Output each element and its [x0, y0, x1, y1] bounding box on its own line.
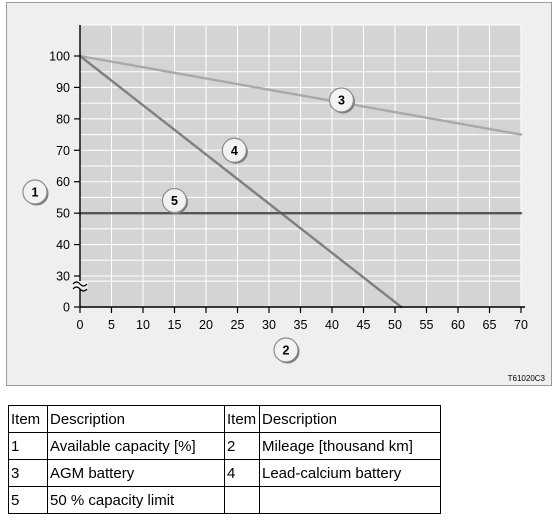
- callout-label: 3: [338, 94, 345, 108]
- callout-label: 5: [171, 194, 178, 208]
- chart-svg: 0 5 10 15 20 25 30 35 40 45 50 55 60 65 70030405060708…: [22, 24, 546, 383]
- legend-cell: [224, 486, 260, 514]
- legend-cell: Mileage [thousand km]: [259, 432, 441, 460]
- image-code: T61020C3: [508, 374, 546, 383]
- callout-marker-1: 1: [22, 179, 49, 206]
- series-line-4: [78, 54, 403, 309]
- x-tick-label: 70: [514, 318, 528, 332]
- series-line-3: [78, 54, 523, 136]
- legend-cell: 2: [224, 432, 260, 460]
- legend-cell: 5: [8, 486, 48, 514]
- callout-label: 4: [231, 144, 238, 158]
- legend-cell: 50 % capacity limit: [47, 486, 225, 514]
- y-tick-label: 90: [56, 81, 70, 95]
- y-tick-label: 100: [49, 50, 70, 64]
- y-tick-label: 30: [56, 270, 70, 284]
- legend-header-row: Item Description Item Description: [8, 405, 441, 433]
- x-tick-label: 15: [168, 318, 182, 332]
- legend-header-cell: Description: [47, 405, 225, 433]
- callout-circle: [273, 337, 299, 363]
- callout-marker-4: 4: [221, 137, 248, 164]
- x-tick-label: 5: [108, 318, 115, 332]
- chart-figure: 0 5 10 15 20 25 30 35 40 45 50 55 60 65 70 0 30 40 50 60 70 8…: [6, 2, 552, 386]
- legend-cell: 4: [224, 459, 260, 487]
- axis-break-gap: [72, 281, 88, 289]
- x-tick-label: 45: [357, 318, 371, 332]
- x-tick-label: 55: [420, 318, 434, 332]
- callout-label: 2: [283, 344, 290, 358]
- legend-row: 3 AGM battery 4 Lead-calcium battery: [8, 459, 441, 487]
- legend-table: Item Description Item Description 1 Available…: [8, 405, 441, 514]
- legend-cell: [259, 486, 441, 514]
- callout-marker-5: 5: [161, 187, 188, 215]
- callout-circle: [161, 187, 188, 214]
- callout-label: 1: [32, 186, 39, 200]
- x-tick-label: 10: [136, 318, 150, 332]
- legend-cell: Lead-calcium battery: [259, 459, 441, 487]
- axis-break-mark: [72, 281, 88, 287]
- callout-marker-2: 2: [273, 337, 300, 364]
- callout-circle: [22, 179, 48, 205]
- y-tick-label: 60: [56, 175, 70, 189]
- legend-cell: 1: [8, 432, 48, 460]
- legend-row: 5 50 % capacity limit: [8, 486, 441, 514]
- x-tick-label: 65: [483, 318, 497, 332]
- y-tick-label: 70: [56, 144, 70, 158]
- legend-header-cell: Description: [259, 405, 441, 433]
- x-tick-label: 0: [77, 318, 84, 332]
- x-tick-label: 35: [294, 318, 308, 332]
- legend-cell: 3: [8, 459, 48, 487]
- callout-circle: [221, 137, 247, 163]
- x-tick-label: 20: [199, 318, 213, 332]
- legend-cell: AGM battery: [47, 459, 225, 487]
- y-tick-label: 40: [56, 238, 70, 252]
- legend-row: 1 Available capacity [%] 2 Mileage [thousan…: [8, 432, 441, 460]
- axis-break-mark: [72, 286, 88, 292]
- callout-circle: [328, 87, 355, 113]
- y-tick-label: 0: [63, 301, 70, 315]
- legend-header-cell: Item: [224, 405, 260, 433]
- legend-header-cell: Item: [8, 405, 48, 433]
- x-tick-label: 50: [388, 318, 402, 332]
- y-tick-label: 80: [56, 112, 70, 126]
- callout-marker-3: 3: [328, 87, 355, 114]
- y-tick-label: 50: [56, 207, 70, 221]
- legend-cell: Available capacity [%]: [47, 432, 225, 460]
- x-tick-label: 40: [325, 318, 339, 332]
- x-tick-label: 30: [262, 318, 276, 332]
- x-tick-label: 25: [231, 318, 245, 332]
- x-tick-label: 60: [451, 318, 465, 332]
